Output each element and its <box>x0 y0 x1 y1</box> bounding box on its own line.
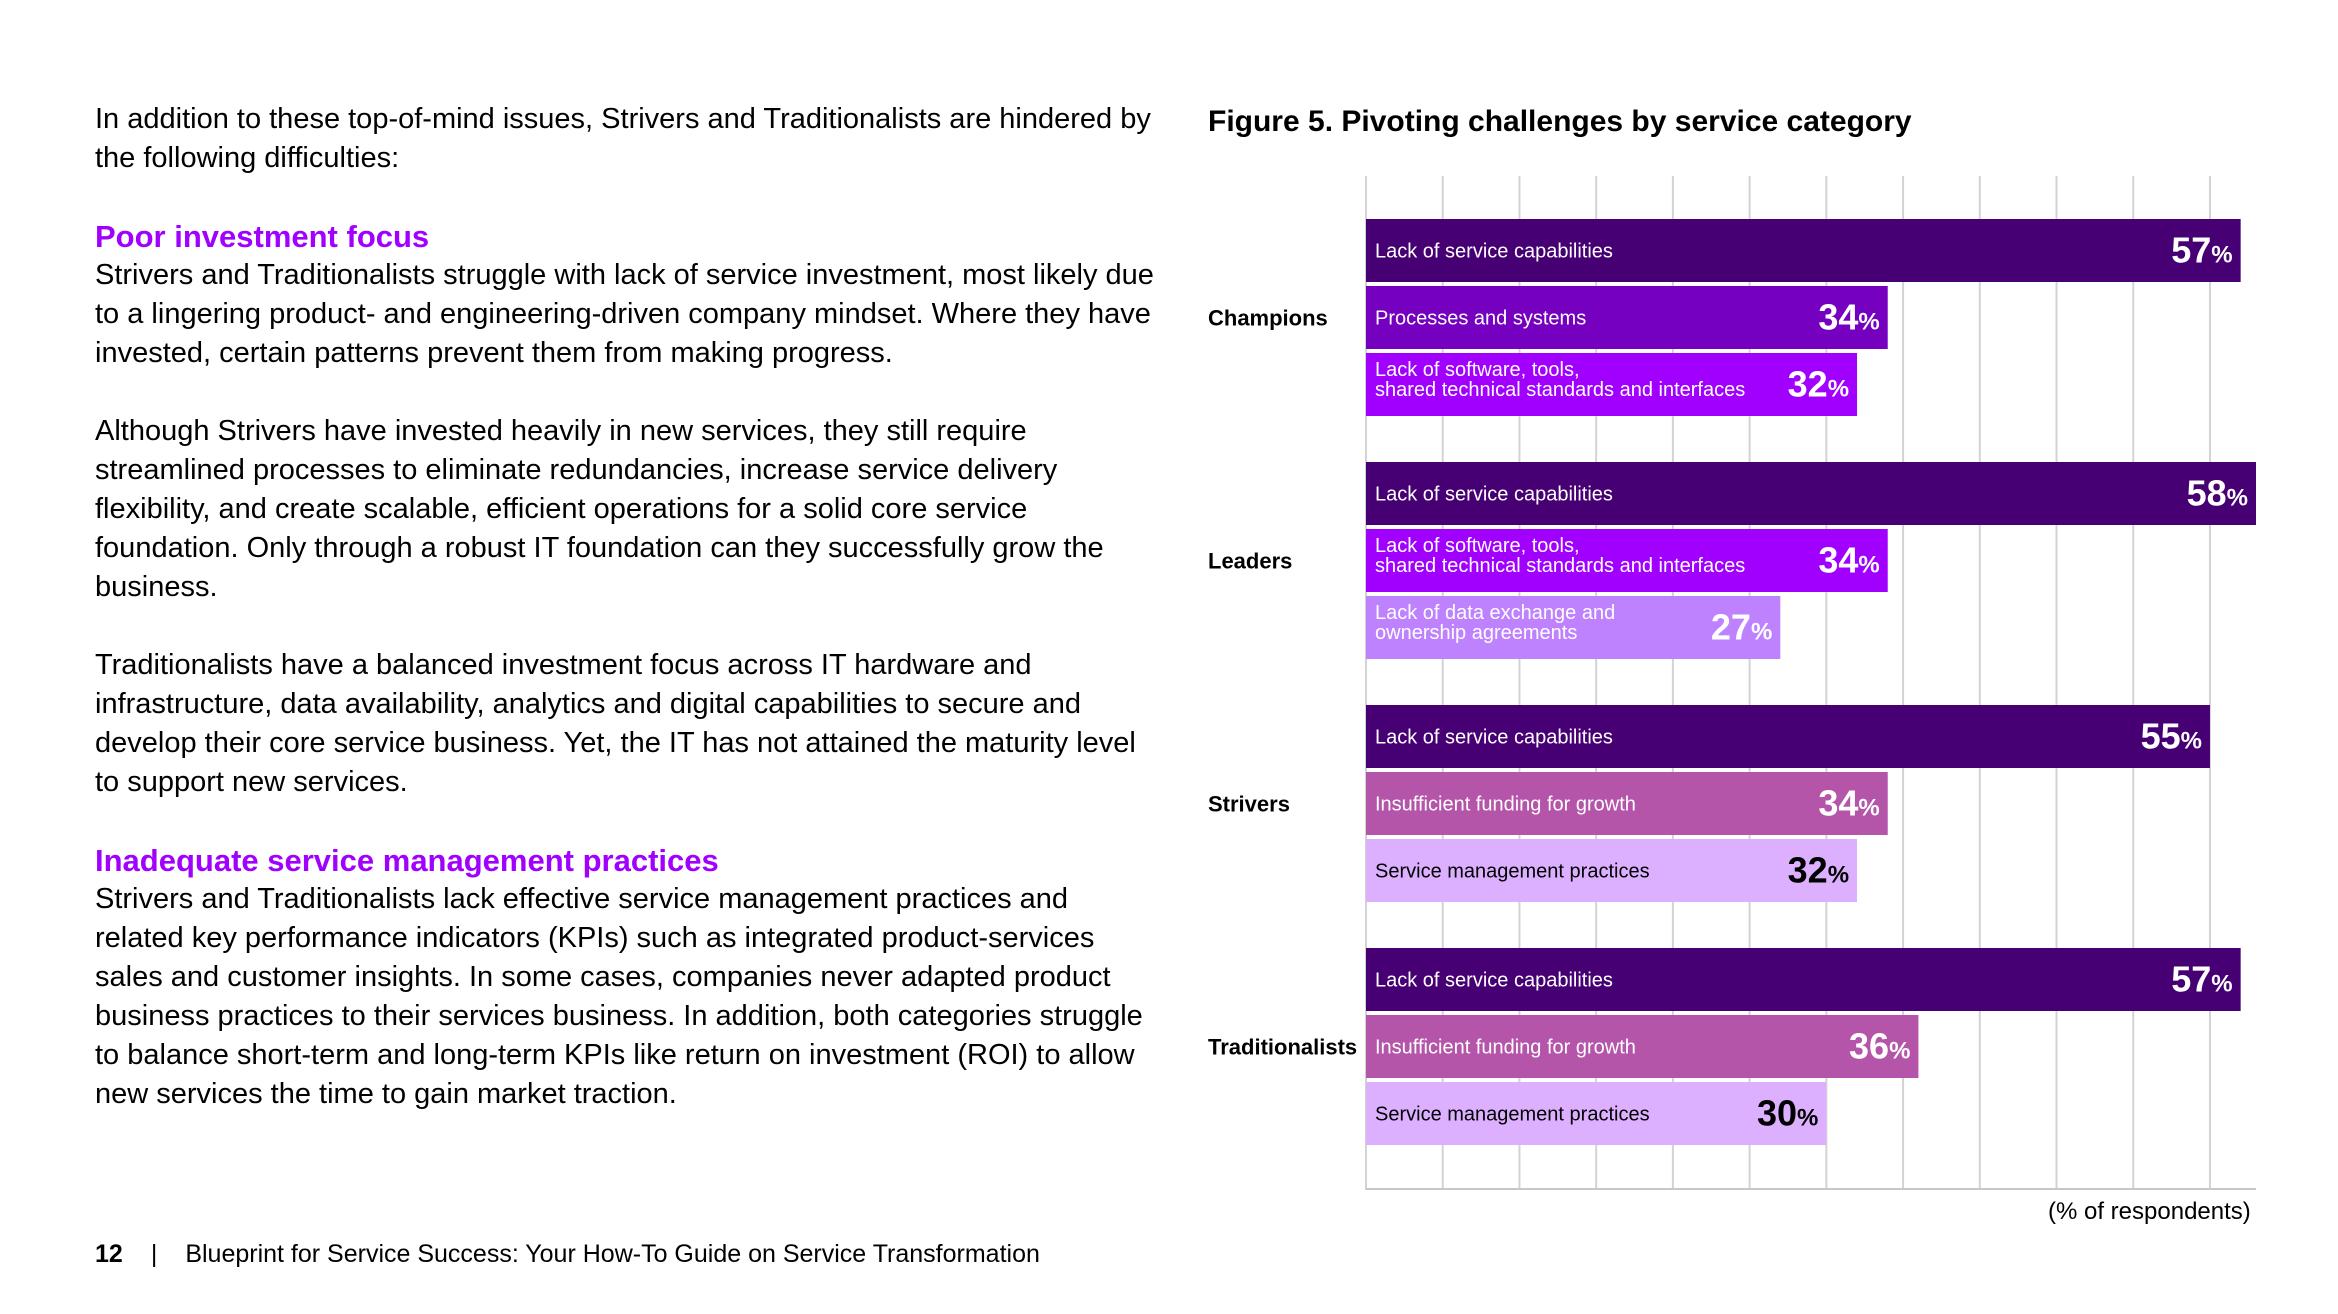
bar <box>1366 596 1781 659</box>
bar-value-label: 57% <box>2171 959 2232 1000</box>
bar-chart: Champions Lack of service capabilities 57%… <box>1208 176 2256 1190</box>
group-label: Strivers <box>1208 792 1290 817</box>
bar <box>1366 219 2241 282</box>
intro-paragraph: In addition to these top-of-mind issues,… <box>95 103 1151 174</box>
footer-separator: | <box>150 1240 158 1268</box>
bar-category-label: Lack of data exchange and ownership agree… <box>1375 602 1615 644</box>
bar-value-label: 55% <box>2141 716 2202 757</box>
bar-category-label: Processes and systems <box>1375 308 1586 330</box>
section-paragraph: Although Strivers have invested heavily … <box>95 415 1104 603</box>
bar <box>1366 705 2210 768</box>
section-paragraph: Traditionalists have a balanced investme… <box>95 649 1136 798</box>
bar-value-label: 30% <box>1757 1093 1818 1134</box>
bar-value-label: 57% <box>2171 230 2232 271</box>
group-label: Leaders <box>1208 549 1292 574</box>
bar-category-label: Lack of service capabilities <box>1375 727 1613 749</box>
bar-category-label: Lack of service capabilities <box>1375 241 1613 263</box>
bar-value-label: 34% <box>1818 297 1879 338</box>
section-poor-investment: Poor investment focus Strivers and Tradi… <box>95 217 1155 373</box>
group-label: Traditionalists <box>1208 1035 1357 1060</box>
bar <box>1366 1015 1919 1078</box>
bar <box>1366 462 2256 525</box>
bar <box>1366 353 1858 416</box>
bar-category-label: Insufficient funding for growth <box>1375 794 1636 816</box>
section-paragraph: Strivers and Traditionalists lack effect… <box>95 883 1143 1110</box>
page-footer: 12 | Blueprint for Service Success: Your H… <box>95 1240 1040 1269</box>
section-heading-poor-investment: Poor investment focus <box>95 219 430 254</box>
bar-value-label: 32% <box>1788 364 1849 405</box>
body-column: In addition to these top-of-mind issues,… <box>95 100 1155 1153</box>
bar-category-label: Lack of software, tools, shared technical… <box>1375 535 1745 577</box>
bar <box>1366 529 1888 592</box>
figure-title: Figure 5. Pivoting challenges by service… <box>1208 105 1912 138</box>
section-paragraph: Strivers and Traditionalists struggle wi… <box>95 259 1154 369</box>
bar-value-label: 58% <box>2187 473 2248 514</box>
document-title: Blueprint for Service Success: Your How-… <box>185 1240 1040 1268</box>
bar-category-label: Service management practices <box>1375 1104 1650 1126</box>
bar-value-label: 34% <box>1818 783 1879 824</box>
bar <box>1366 1082 1827 1145</box>
bar-category-label: Service management practices <box>1375 861 1650 883</box>
page-number: 12 <box>95 1240 123 1268</box>
bar <box>1366 772 1888 835</box>
bar <box>1366 948 2241 1011</box>
section-heading-service-management: Inadequate service management practices <box>95 843 719 878</box>
section-service-management: Inadequate service management practices … <box>95 841 1155 1114</box>
bar-value-label: 34% <box>1818 540 1879 581</box>
bar-value-label: 32% <box>1788 850 1849 891</box>
bar-category-label: Lack of software, tools, shared technical… <box>1375 359 1745 401</box>
bar-value-label: 36% <box>1849 1026 1910 1067</box>
bar-category-label: Insufficient funding for growth <box>1375 1037 1636 1059</box>
bar <box>1366 839 1858 902</box>
bar-category-label: Lack of service capabilities <box>1375 484 1613 506</box>
bar-value-label: 27% <box>1711 607 1772 648</box>
unit-note: (% of respondents) <box>2048 1198 2251 1225</box>
bar <box>1366 286 1888 349</box>
bar-category-label: Lack of service capabilities <box>1375 970 1613 992</box>
group-label: Champions <box>1208 306 1328 331</box>
